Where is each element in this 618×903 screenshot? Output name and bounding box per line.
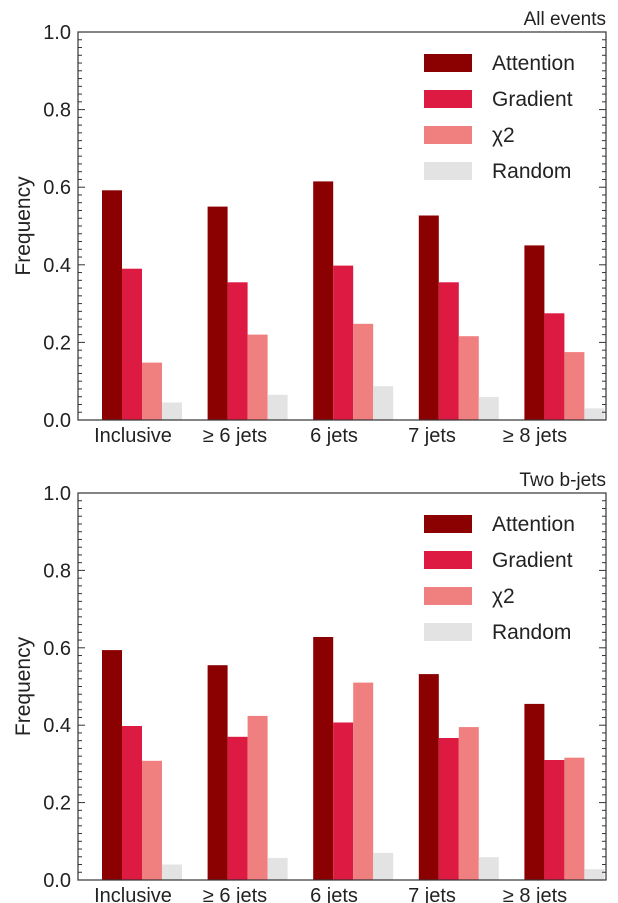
bar-2-4 <box>564 352 585 420</box>
bar-Gradient-3 <box>438 282 459 420</box>
y-tick-label: 0.0 <box>43 410 71 432</box>
bar-Attention-1 <box>207 206 228 420</box>
legend-label: χ2 <box>492 124 515 147</box>
legend-label: Random <box>492 621 571 644</box>
bar-Gradient-0 <box>122 268 142 420</box>
y-tick-label: 0.4 <box>43 255 71 277</box>
bar-2-3 <box>458 727 479 880</box>
bar-Random-1 <box>267 857 288 880</box>
bar-Attention-1 <box>207 665 228 880</box>
legend-label: Gradient <box>492 549 573 572</box>
bar-2-2 <box>353 682 374 880</box>
bar-2-2 <box>353 323 374 420</box>
legend-label: Attention <box>492 513 575 536</box>
bar-Attention-4 <box>524 245 545 420</box>
bar-Gradient-4 <box>544 760 565 880</box>
legend-swatch-Gradient <box>424 551 472 569</box>
bar-Random-0 <box>162 402 182 420</box>
y-tick-label: 1.0 <box>43 483 71 505</box>
bar-2-1 <box>247 715 268 880</box>
bar-2-0 <box>142 760 162 880</box>
legend-swatch-Attention <box>424 515 472 533</box>
legend-swatch-Random <box>424 162 472 180</box>
chart-panel-0: All events 0.0 0.2 0.4 0.6 0.8 1.0 Inclusive ≥ 6… <box>12 9 607 447</box>
legend: Attention Gradient χ2 Random <box>424 52 575 183</box>
x-category-label: Inclusive <box>94 425 172 447</box>
bar-Gradient-2 <box>333 722 354 880</box>
x-category-label: ≥ 8 jets <box>503 885 567 903</box>
chart-panel-1: Two b-jets 0.0 0.2 0.4 0.6 0.8 1.0 Inclusive ≥ 6… <box>12 470 607 903</box>
legend: Attention Gradient χ2 Random <box>424 513 575 644</box>
legend-swatch-Attention <box>424 54 472 72</box>
x-category-label: 6 jets <box>310 885 358 903</box>
x-category-label: ≥ 6 jets <box>203 885 267 903</box>
bar-2-4 <box>564 757 585 880</box>
y-tick-label: 0.6 <box>43 638 71 660</box>
y-tick-label: 0.8 <box>43 100 71 122</box>
bar-Attention-2 <box>313 181 334 420</box>
bar-Attention-0 <box>102 190 122 420</box>
bar-Random-3 <box>478 397 499 420</box>
legend-label: Attention <box>492 52 575 75</box>
bar-Random-2 <box>373 852 394 880</box>
y-tick-label: 0.2 <box>43 332 71 354</box>
bar-Gradient-4 <box>544 313 565 420</box>
bar-Attention-4 <box>524 703 545 880</box>
bar-Random-0 <box>162 864 182 880</box>
bar-2-1 <box>247 334 268 420</box>
legend-swatch-2 <box>424 126 472 144</box>
bar-Gradient-3 <box>438 738 459 880</box>
legend-label: Gradient <box>492 88 573 111</box>
bar-Attention-3 <box>418 215 439 420</box>
legend-label: χ2 <box>492 585 515 608</box>
chart-title: All events <box>524 9 606 30</box>
y-tick-label: 0.2 <box>43 793 71 815</box>
bar-Gradient-0 <box>122 726 142 880</box>
legend-label: Random <box>492 160 571 183</box>
bar-Random-4 <box>584 869 605 880</box>
bar-Attention-2 <box>313 637 334 880</box>
bar-Gradient-2 <box>333 265 354 420</box>
x-category-label: 7 jets <box>408 885 456 903</box>
y-axis-label: Frequency <box>12 636 35 736</box>
x-category-label: 6 jets <box>310 425 358 447</box>
y-tick-label: 0.4 <box>43 715 71 737</box>
x-category-label: Inclusive <box>94 885 172 903</box>
bar-Random-2 <box>373 386 394 420</box>
x-category-label: 7 jets <box>408 425 456 447</box>
y-tick-label: 1.0 <box>43 22 71 44</box>
bar-2-0 <box>142 362 162 420</box>
y-tick-label: 0.6 <box>43 177 71 199</box>
y-tick-label: 0.0 <box>43 870 71 892</box>
y-axis-label: Frequency <box>12 176 35 276</box>
bar-Random-3 <box>478 857 499 880</box>
legend-swatch-2 <box>424 587 472 605</box>
x-category-label: ≥ 8 jets <box>503 425 567 447</box>
x-category-label: ≥ 6 jets <box>203 425 267 447</box>
bar-Random-4 <box>584 408 605 420</box>
legend-swatch-Gradient <box>424 90 472 108</box>
legend-swatch-Random <box>424 623 472 641</box>
bar-Gradient-1 <box>227 736 248 880</box>
bar-Gradient-1 <box>227 282 248 420</box>
bar-Random-1 <box>267 394 288 420</box>
bar-2-3 <box>458 336 479 420</box>
bar-Attention-3 <box>418 674 439 880</box>
chart-title: Two b-jets <box>519 470 606 491</box>
y-tick-label: 0.8 <box>43 560 71 582</box>
bar-Attention-0 <box>102 650 122 880</box>
